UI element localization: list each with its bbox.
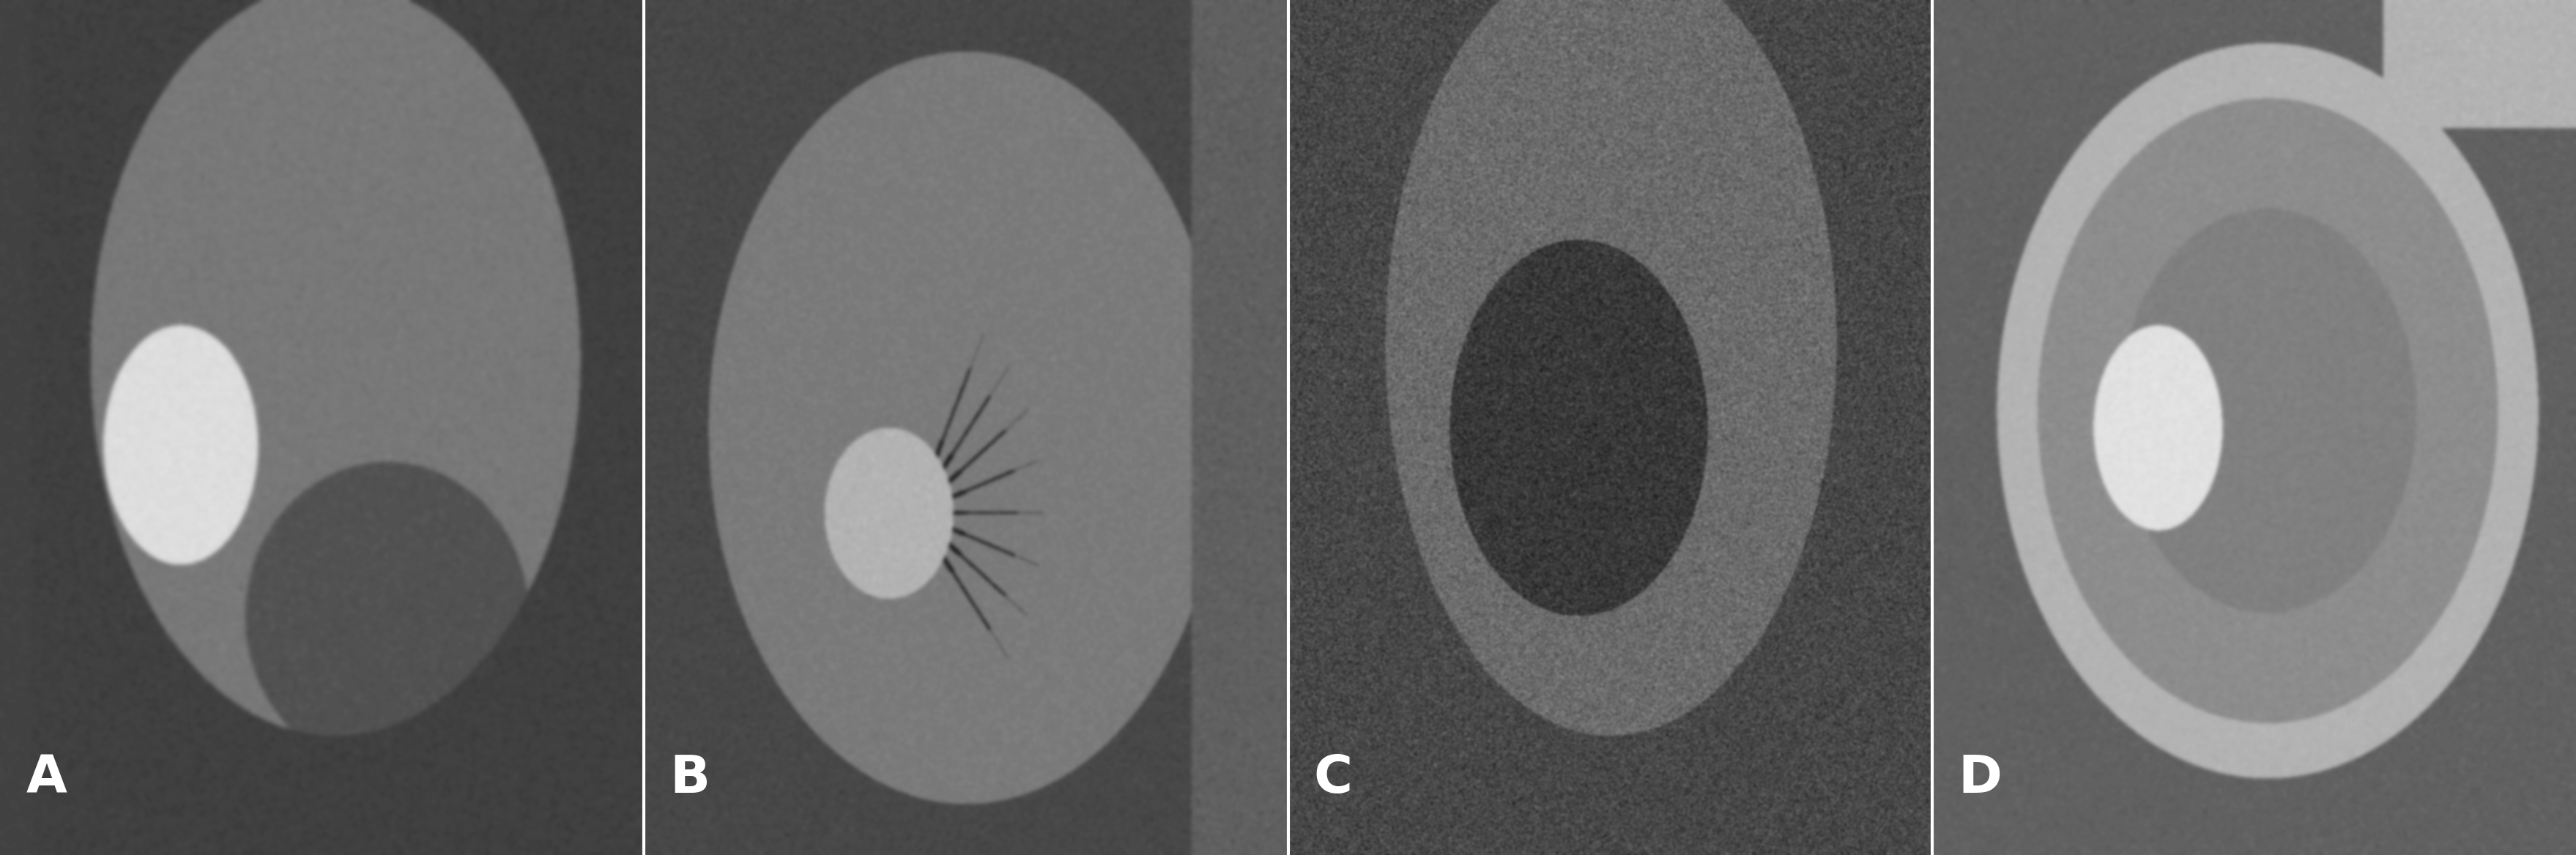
Text: D: D	[1958, 753, 2002, 804]
Text: B: B	[670, 753, 711, 804]
Text: C: C	[1314, 753, 1352, 804]
Text: A: A	[26, 753, 67, 804]
